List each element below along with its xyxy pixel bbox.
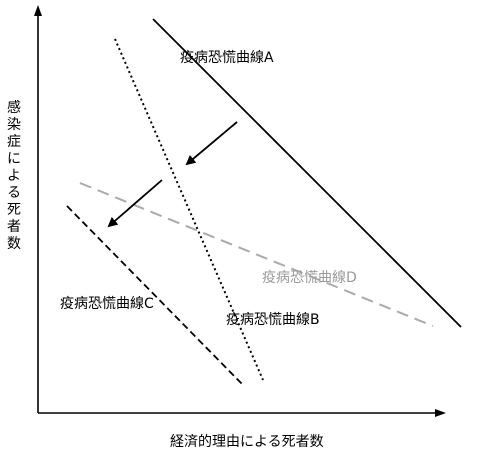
curve-c-label: 疫病恐慌曲線C [60, 296, 154, 312]
curve-b-label: 疫病恐慌曲線B [226, 312, 320, 328]
y-axis-label: 感染症による死者数 [7, 100, 21, 252]
curve-a-label: 疫病恐慌曲線A [180, 50, 274, 66]
x-axis-arrowhead [435, 409, 446, 417]
shift-arrow-1 [185, 121, 238, 166]
x-axis-label: 経済的理由による死者数 [170, 434, 324, 450]
curve-d-label: 疫病恐慌曲線D [262, 270, 357, 286]
curve-d-line [79, 182, 434, 327]
shift-arrow-2 [107, 179, 163, 228]
curve-b-line [114, 38, 264, 381]
curve-c-line [66, 205, 244, 386]
y-axis-arrowhead [34, 5, 42, 16]
curve-a-line [152, 18, 462, 328]
